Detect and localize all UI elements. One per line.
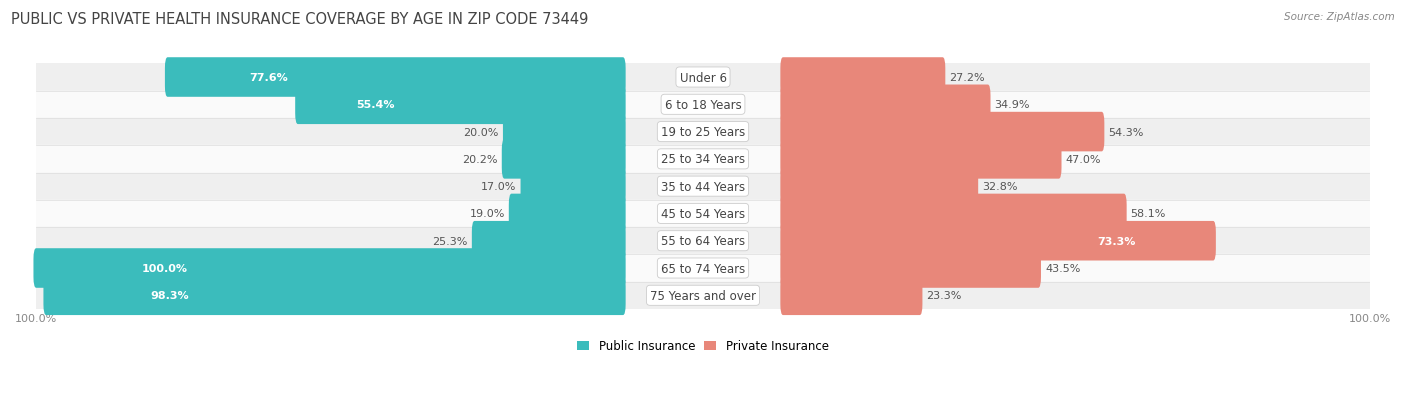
Text: 55 to 64 Years: 55 to 64 Years: [661, 235, 745, 248]
FancyBboxPatch shape: [780, 85, 990, 125]
Bar: [37, 282, 1369, 309]
Text: 35 to 44 Years: 35 to 44 Years: [661, 180, 745, 193]
Text: PUBLIC VS PRIVATE HEALTH INSURANCE COVERAGE BY AGE IN ZIP CODE 73449: PUBLIC VS PRIVATE HEALTH INSURANCE COVER…: [11, 12, 589, 27]
Text: 65 to 74 Years: 65 to 74 Years: [661, 262, 745, 275]
Bar: [37, 64, 1369, 91]
Bar: [37, 173, 1369, 200]
Text: 98.3%: 98.3%: [150, 291, 188, 301]
FancyBboxPatch shape: [44, 276, 626, 315]
Text: 25 to 34 Years: 25 to 34 Years: [661, 153, 745, 166]
Text: 54.3%: 54.3%: [1108, 127, 1143, 137]
Text: 6 to 18 Years: 6 to 18 Years: [665, 99, 741, 112]
FancyBboxPatch shape: [520, 167, 626, 206]
FancyBboxPatch shape: [780, 249, 1040, 288]
Text: 25.3%: 25.3%: [433, 236, 468, 246]
Bar: [37, 228, 1369, 255]
Bar: [37, 91, 1369, 119]
Text: 55.4%: 55.4%: [356, 100, 395, 110]
FancyBboxPatch shape: [780, 194, 1126, 234]
FancyBboxPatch shape: [780, 167, 979, 206]
Text: 32.8%: 32.8%: [983, 182, 1018, 192]
Text: 20.2%: 20.2%: [463, 154, 498, 164]
Text: 20.0%: 20.0%: [464, 127, 499, 137]
Text: 75 Years and over: 75 Years and over: [650, 289, 756, 302]
Text: 77.6%: 77.6%: [249, 73, 288, 83]
Text: 43.5%: 43.5%: [1045, 263, 1080, 273]
Legend: Public Insurance, Private Insurance: Public Insurance, Private Insurance: [572, 335, 834, 357]
Text: 45 to 54 Years: 45 to 54 Years: [661, 207, 745, 221]
Text: 100.0%: 100.0%: [142, 263, 188, 273]
FancyBboxPatch shape: [780, 276, 922, 315]
FancyBboxPatch shape: [509, 194, 626, 234]
Bar: [37, 200, 1369, 228]
FancyBboxPatch shape: [165, 58, 626, 97]
FancyBboxPatch shape: [295, 85, 626, 125]
Bar: [37, 255, 1369, 282]
Text: 58.1%: 58.1%: [1130, 209, 1166, 219]
Text: 27.2%: 27.2%: [949, 73, 986, 83]
Text: 34.9%: 34.9%: [994, 100, 1031, 110]
Text: 73.3%: 73.3%: [1097, 236, 1136, 246]
FancyBboxPatch shape: [34, 249, 626, 288]
Text: 23.3%: 23.3%: [927, 291, 962, 301]
FancyBboxPatch shape: [503, 112, 626, 152]
FancyBboxPatch shape: [780, 112, 1104, 152]
Text: 47.0%: 47.0%: [1066, 154, 1101, 164]
FancyBboxPatch shape: [780, 221, 1216, 261]
Text: 17.0%: 17.0%: [481, 182, 516, 192]
Text: Under 6: Under 6: [679, 71, 727, 84]
Text: Source: ZipAtlas.com: Source: ZipAtlas.com: [1284, 12, 1395, 22]
FancyBboxPatch shape: [780, 140, 1062, 179]
Text: 19 to 25 Years: 19 to 25 Years: [661, 126, 745, 139]
FancyBboxPatch shape: [780, 58, 945, 97]
FancyBboxPatch shape: [502, 140, 626, 179]
Text: 19.0%: 19.0%: [470, 209, 505, 219]
Bar: [37, 146, 1369, 173]
FancyBboxPatch shape: [472, 221, 626, 261]
Bar: [37, 119, 1369, 146]
